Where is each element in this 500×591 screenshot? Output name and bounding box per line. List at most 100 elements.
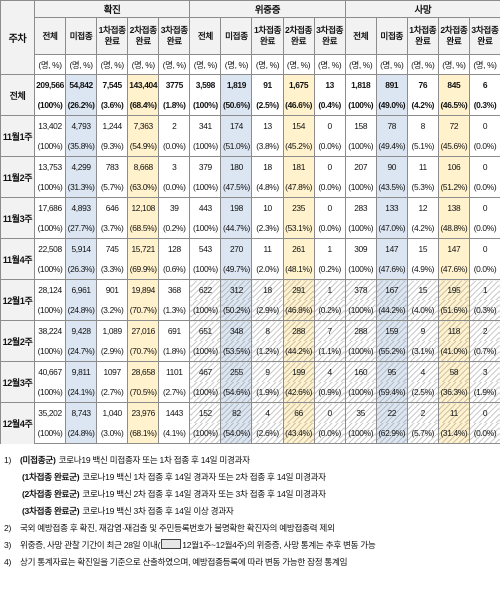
group-header: 사망	[344, 0, 500, 18]
percent-cell: (49.4%)	[375, 136, 408, 157]
count-cell: 18	[251, 279, 284, 300]
row-label: 12월2주	[0, 320, 35, 362]
count-cell: 622	[189, 279, 222, 300]
percent-cell: (53.5%)	[220, 341, 253, 362]
count-cell: 378	[344, 279, 377, 300]
percent-cell: (100%)	[33, 136, 67, 157]
percent-cell: (4.2%)	[406, 95, 439, 116]
percent-cell: (49.0%)	[375, 95, 408, 116]
row-counts: 11월4주 22,508 5,914 745 15,721 128 543 270 11 261 1…	[0, 238, 500, 280]
count-cell: 901	[96, 279, 129, 300]
percent-cell: (47.6%)	[437, 259, 470, 280]
count-cell: 1443	[158, 402, 191, 423]
count-cell: 11	[437, 402, 470, 423]
percent-cell: (5.3%)	[406, 177, 439, 198]
percent-cell: (41.0%)	[437, 341, 470, 362]
row-label: 11월4주	[0, 238, 35, 280]
percent-cell: (100%)	[189, 382, 222, 403]
count-cell: 207	[344, 156, 377, 177]
count-cell: 27,016	[127, 320, 160, 341]
note: 3) 위중증, 사망 관찰 기간이 최근 28일 이내(12월1주~12월4주)의…	[4, 537, 498, 554]
count-cell: 12	[406, 197, 439, 218]
count-cell: 9	[406, 320, 439, 341]
count-cell: 745	[96, 238, 129, 259]
note-marker: 4)	[4, 557, 12, 567]
row-percents: (100%) (24.7%) (2.9%) (70.7%) (1.8%) (100%) (5…	[1, 341, 500, 362]
percent-cell: (4.8%)	[251, 177, 284, 198]
percent-cell: (100%)	[344, 95, 377, 116]
percent-cell: (100%)	[33, 177, 67, 198]
note-text: 코로나19 백신 1차 접종 후 14일 경과자 또는 2차 접종 후 14일 …	[82, 472, 326, 482]
percent-cell: (26.2%)	[65, 95, 98, 116]
count-cell: 1,819	[220, 74, 253, 95]
unit-label: (명, %)	[251, 54, 284, 75]
percent-cell: (100%)	[344, 218, 377, 239]
percent-cell: (0.2%)	[158, 218, 191, 239]
percent-cell: (2.3%)	[251, 218, 284, 239]
count-cell: 174	[220, 115, 253, 136]
percent-cell: (70.7%)	[127, 300, 160, 321]
count-cell: 23,976	[127, 402, 160, 423]
count-cell: 1,675	[282, 74, 315, 95]
unit-label: (명, %)	[375, 54, 408, 75]
count-cell: 288	[282, 320, 315, 341]
note: (1차접종 완료군) 코로나19 백신 1차 접종 후 14일 경과자 또는 2차…	[4, 469, 498, 486]
percent-cell: (54.9%)	[127, 136, 160, 157]
percent-cell: (46.5%)	[437, 95, 470, 116]
count-cell: 118	[437, 320, 470, 341]
percent-cell: (5.1%)	[406, 136, 439, 157]
percent-cell: (1.8%)	[158, 95, 191, 116]
percent-cell: (100%)	[344, 177, 377, 198]
count-cell: 18	[251, 156, 284, 177]
percent-cell: (45.2%)	[282, 136, 315, 157]
count-cell: 651	[189, 320, 222, 341]
row-counts: 11월2주 13,753 4,299 783 8,668 3 379 180 18 181 0 207…	[0, 156, 500, 198]
unit-label: (명, %)	[189, 54, 222, 75]
count-cell: 11	[406, 156, 439, 177]
percent-cell: (51.0%)	[220, 136, 253, 157]
percent-cell: (3.8%)	[251, 136, 284, 157]
count-cell: 255	[220, 361, 253, 382]
count-cell: 4	[406, 361, 439, 382]
count-cell: 28,658	[127, 361, 160, 382]
count-cell: 467	[189, 361, 222, 382]
notes: 1) (미접종군) 코로나19 백신 미접종자 또는 1차 접종 후 14일 미경과…	[4, 452, 498, 571]
count-cell: 58	[437, 361, 470, 382]
percent-cell: (0.0%)	[158, 136, 191, 157]
sub-header: 1차접종 완료	[406, 17, 439, 55]
percent-cell: (44.2%)	[282, 341, 315, 362]
count-cell: 2	[468, 320, 500, 341]
count-cell: 106	[437, 156, 470, 177]
row-percents: (100%) (24.8%) (3.2%) (70.7%) (1.3%) (100%) (5…	[1, 300, 500, 321]
count-cell: 22	[375, 402, 408, 423]
percent-cell: (48.8%)	[437, 218, 470, 239]
percent-cell: (46.8%)	[282, 300, 315, 321]
percent-cell: (24.7%)	[65, 341, 98, 362]
percent-cell: (2.9%)	[251, 300, 284, 321]
percent-cell: (27.7%)	[65, 218, 98, 239]
percent-cell: (100%)	[33, 300, 67, 321]
percent-cell: (54.6%)	[220, 382, 253, 403]
count-cell: 39	[158, 197, 191, 218]
count-cell: 209,566	[33, 74, 67, 95]
percent-cell: (3.0%)	[96, 423, 129, 444]
count-cell: 167	[375, 279, 408, 300]
percent-cell: (0.0%)	[468, 177, 500, 198]
percent-cell: (48.1%)	[282, 259, 315, 280]
count-cell: 1,089	[96, 320, 129, 341]
row-percents: (100%) (24.1%) (2.7%) (70.5%) (2.7%) (100%) (5…	[1, 382, 500, 403]
count-cell: 3,598	[189, 74, 222, 95]
percent-cell: (3.1%)	[406, 341, 439, 362]
percent-cell: (100%)	[344, 300, 377, 321]
count-cell: 13,753	[33, 156, 67, 177]
percent-cell: (1.8%)	[158, 341, 191, 362]
note-term: (미접종군)	[20, 455, 56, 465]
count-cell: 3	[158, 156, 191, 177]
percent-cell: (2.7%)	[158, 382, 191, 403]
count-cell: 0	[313, 197, 346, 218]
unit-label: (명, %)	[437, 54, 470, 75]
percent-cell: (0.2%)	[313, 300, 346, 321]
count-cell: 283	[344, 197, 377, 218]
note-text: 국외 예방접종 후 확진, 재감염·재검출 및 주민등록번호가 불명확한 확진자…	[20, 523, 335, 533]
count-cell: 9,428	[65, 320, 98, 341]
